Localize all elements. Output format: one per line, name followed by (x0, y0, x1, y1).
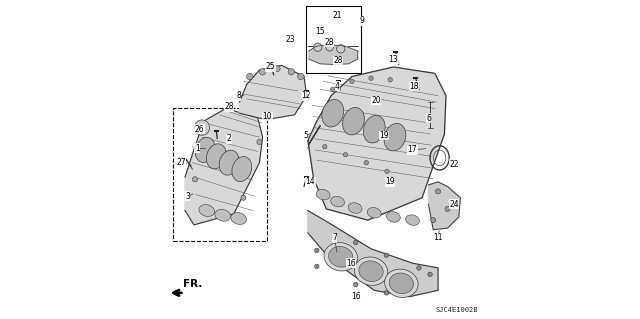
Circle shape (323, 145, 327, 149)
Text: 17: 17 (408, 145, 417, 154)
Ellipse shape (322, 100, 344, 127)
Ellipse shape (367, 208, 381, 218)
Ellipse shape (195, 120, 210, 135)
Text: 21: 21 (333, 11, 342, 20)
Ellipse shape (195, 137, 215, 162)
Circle shape (384, 291, 388, 295)
Circle shape (298, 73, 304, 80)
Text: 8: 8 (236, 91, 241, 100)
Ellipse shape (359, 261, 383, 281)
Text: 10: 10 (262, 112, 272, 121)
Ellipse shape (384, 123, 406, 151)
Ellipse shape (207, 144, 227, 169)
Text: 7: 7 (332, 233, 337, 242)
Text: 18: 18 (410, 82, 419, 91)
Circle shape (353, 240, 358, 245)
Circle shape (353, 282, 358, 287)
Ellipse shape (389, 273, 413, 293)
Text: 28: 28 (225, 102, 234, 111)
Ellipse shape (231, 212, 246, 225)
Circle shape (364, 160, 369, 165)
Circle shape (428, 272, 432, 277)
Bar (306, 6, 362, 73)
Text: 4: 4 (335, 82, 340, 91)
Circle shape (315, 264, 319, 269)
Text: 3: 3 (185, 192, 190, 201)
Circle shape (417, 266, 421, 270)
Ellipse shape (324, 243, 358, 271)
Circle shape (259, 69, 266, 75)
Ellipse shape (355, 257, 388, 285)
Circle shape (241, 195, 246, 200)
Text: 6: 6 (426, 114, 431, 122)
Circle shape (435, 189, 440, 194)
Ellipse shape (199, 204, 214, 217)
Circle shape (385, 169, 389, 174)
Ellipse shape (215, 209, 230, 221)
Circle shape (326, 43, 333, 51)
Ellipse shape (342, 108, 364, 135)
Text: 19: 19 (385, 177, 395, 186)
Circle shape (369, 76, 373, 80)
Text: SJC4E1002B: SJC4E1002B (435, 307, 478, 313)
Text: 9: 9 (359, 16, 364, 25)
Text: 15: 15 (315, 27, 325, 36)
Text: 26: 26 (195, 125, 204, 134)
Circle shape (257, 139, 262, 145)
Text: 28: 28 (324, 38, 333, 47)
Circle shape (315, 248, 319, 253)
Bar (173, 108, 267, 241)
Text: 25: 25 (266, 63, 275, 71)
Circle shape (288, 69, 294, 75)
Text: 5: 5 (303, 131, 308, 140)
Text: 22: 22 (449, 160, 459, 169)
Text: 16: 16 (346, 259, 356, 268)
Text: 1: 1 (195, 144, 200, 153)
Text: 28: 28 (333, 56, 342, 65)
Ellipse shape (387, 212, 400, 222)
Polygon shape (239, 65, 307, 120)
Text: 23: 23 (285, 35, 295, 44)
Bar (262, 115, 269, 119)
Ellipse shape (348, 203, 362, 213)
Text: 2: 2 (227, 134, 232, 143)
Text: 16: 16 (351, 292, 360, 300)
Circle shape (384, 253, 388, 257)
Text: FR.: FR. (184, 279, 203, 289)
Text: 20: 20 (371, 96, 381, 105)
Circle shape (337, 45, 345, 53)
Circle shape (388, 78, 392, 82)
Text: 12: 12 (301, 91, 310, 100)
Ellipse shape (331, 197, 344, 207)
Polygon shape (309, 45, 358, 64)
Circle shape (445, 206, 450, 211)
Circle shape (314, 43, 322, 51)
Circle shape (274, 65, 280, 72)
Ellipse shape (232, 157, 252, 182)
Ellipse shape (328, 247, 353, 267)
Text: 24: 24 (449, 200, 459, 209)
Ellipse shape (196, 122, 208, 133)
Ellipse shape (316, 189, 330, 200)
Text: 19: 19 (379, 131, 388, 140)
Circle shape (431, 218, 436, 223)
Text: 11: 11 (433, 233, 443, 242)
Text: 14: 14 (306, 177, 316, 186)
Circle shape (246, 73, 253, 80)
Ellipse shape (385, 269, 418, 297)
Text: 27: 27 (177, 158, 186, 167)
Polygon shape (308, 211, 438, 297)
Circle shape (330, 87, 335, 92)
Circle shape (343, 152, 348, 157)
Circle shape (193, 177, 198, 182)
Text: 13: 13 (388, 55, 398, 63)
Polygon shape (308, 67, 446, 220)
Polygon shape (428, 182, 460, 230)
Polygon shape (185, 108, 262, 225)
Ellipse shape (406, 215, 419, 225)
Ellipse shape (364, 115, 385, 143)
Ellipse shape (219, 150, 239, 175)
Circle shape (349, 79, 354, 84)
